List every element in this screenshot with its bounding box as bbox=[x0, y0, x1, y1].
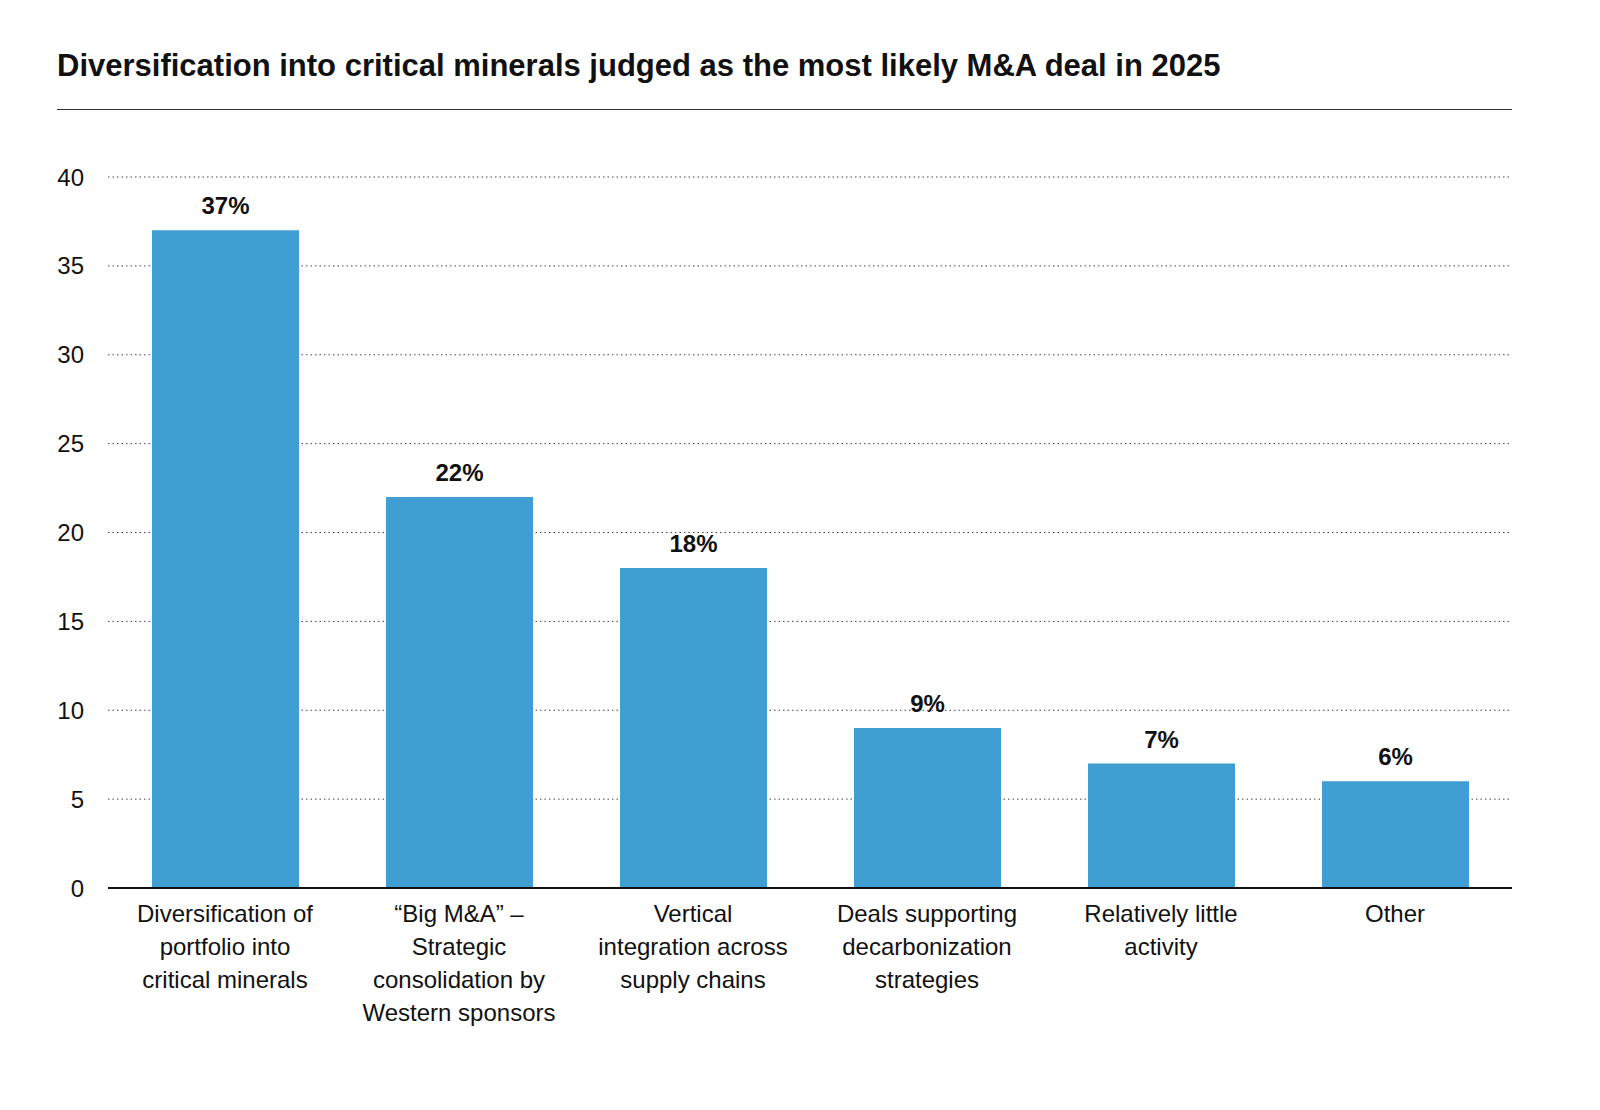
html-text:Diversification into critical: Diversification into critical minerals j… bbox=[57, 48, 1221, 83]
svg-text:“Big M&A” –Strategicconsolidat: “Big M&A” –Strategicconsolidation byWest… bbox=[363, 900, 556, 1026]
svg-text:5: 5 bbox=[71, 786, 84, 813]
svg-text:Deals supportingdecarbonizatio: Deals supportingdecarbonizationstrategie… bbox=[837, 900, 1017, 993]
svg-text:10: 10 bbox=[57, 697, 84, 724]
svg-text:22%: 22% bbox=[435, 459, 483, 486]
svg-text:30: 30 bbox=[57, 341, 84, 368]
svg-text:25: 25 bbox=[57, 430, 84, 457]
svg-text:9%: 9% bbox=[910, 690, 945, 717]
svg-text:Relatively littleactivity: Relatively littleactivity bbox=[1084, 900, 1237, 960]
svg-text:18%: 18% bbox=[669, 530, 717, 557]
svg-text:35: 35 bbox=[57, 252, 84, 279]
svg-text:37%: 37% bbox=[201, 192, 249, 219]
svg-text:Verticalintegration acrosssupp: Verticalintegration acrosssupply chains bbox=[598, 900, 787, 993]
svg-text:40: 40 bbox=[57, 164, 84, 191]
svg-text:20: 20 bbox=[57, 519, 84, 546]
svg-text:7%: 7% bbox=[1144, 726, 1179, 753]
svg-text:15: 15 bbox=[57, 608, 84, 635]
svg-text:0: 0 bbox=[71, 875, 84, 902]
svg-text:Diversification ofportfolio in: Diversification ofportfolio intocritical… bbox=[137, 900, 313, 993]
svg-text:6%: 6% bbox=[1378, 743, 1413, 770]
svg-text:Other: Other bbox=[1365, 900, 1425, 927]
